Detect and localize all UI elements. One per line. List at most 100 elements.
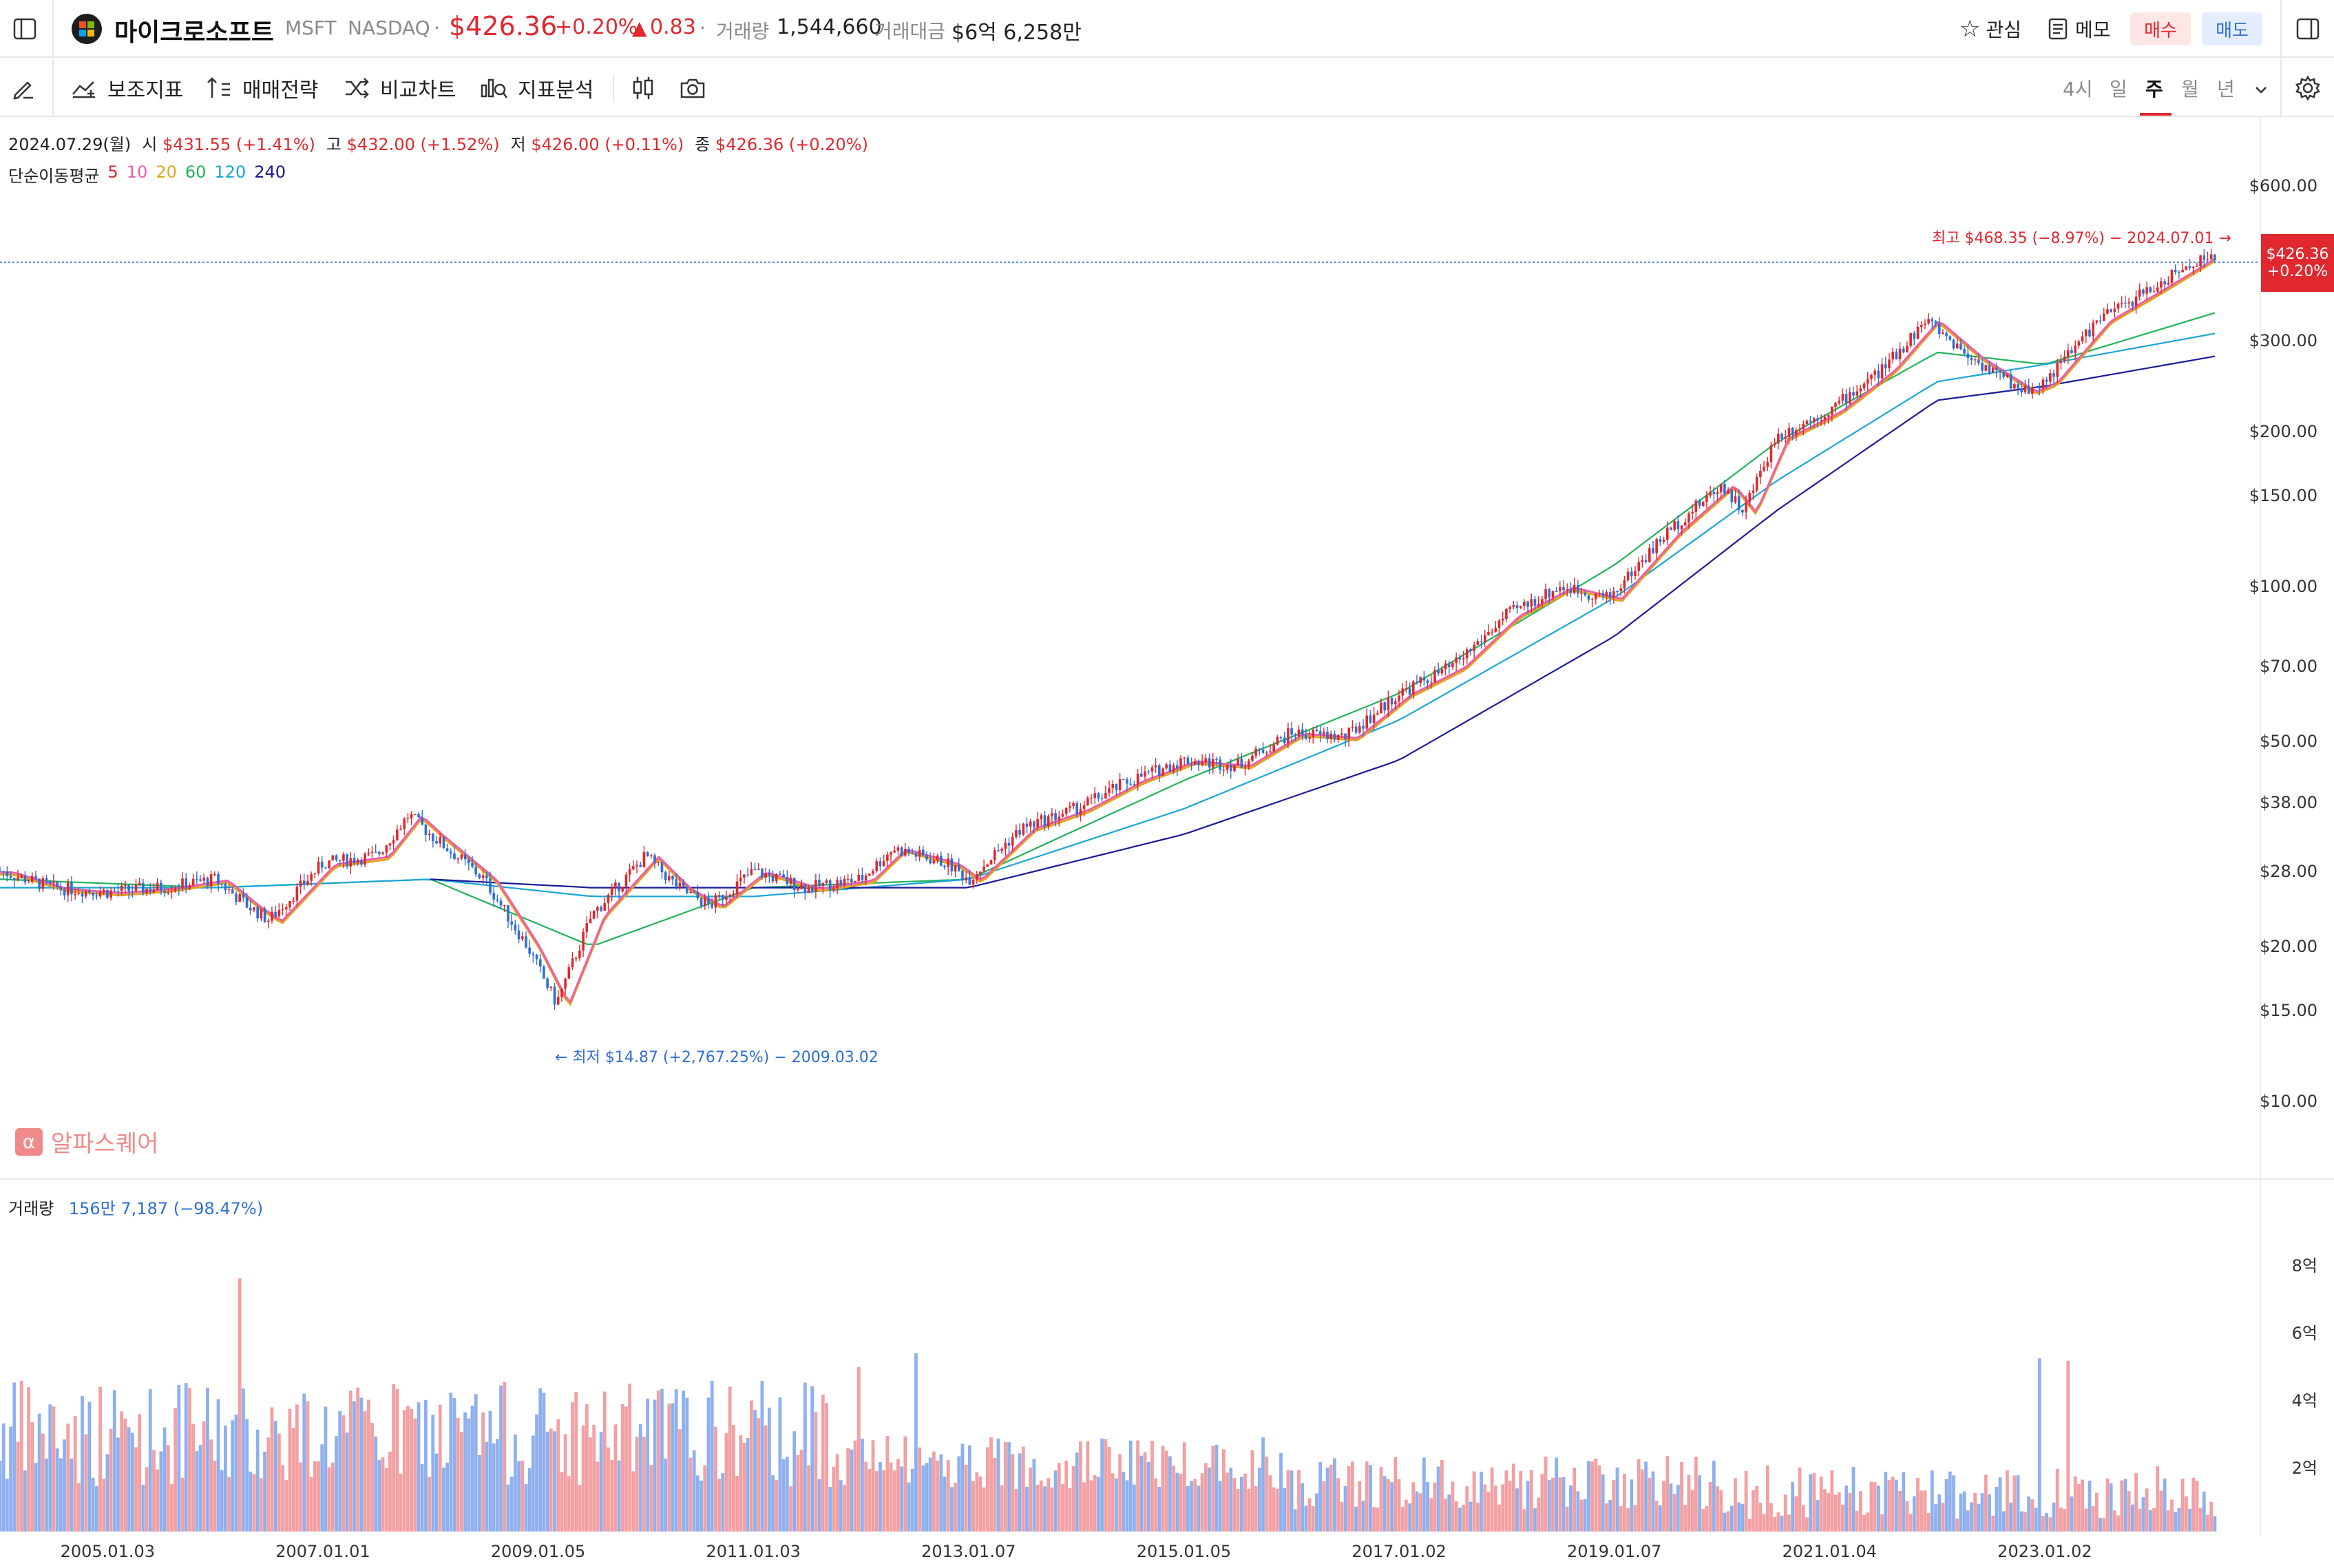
volume-bar: [459, 1432, 463, 1532]
volume-bar: [2112, 1510, 2116, 1532]
compare-button[interactable]: 비교차트: [343, 59, 456, 117]
candlestick-icon[interactable]: [627, 73, 660, 103]
watch-button[interactable]: ☆ 관심: [1959, 12, 2021, 45]
volume-bar: [1136, 1440, 1140, 1532]
volume-bar: [1515, 1488, 1519, 1532]
candle-body: [950, 858, 954, 872]
volume-bar: [2073, 1476, 2077, 1532]
ma-120: 120: [214, 162, 246, 182]
candle-body: [1329, 733, 1333, 739]
candle-body: [875, 861, 879, 871]
volume-bar: [1322, 1481, 1326, 1532]
volume-bar: [807, 1465, 810, 1532]
volume-bar: [1061, 1484, 1064, 1532]
candle-body: [1157, 765, 1161, 776]
candle-body: [750, 869, 753, 876]
volume-bar: [1937, 1494, 1942, 1532]
candle-body: [1165, 764, 1168, 769]
volume-bar: [1833, 1494, 1838, 1532]
candle-body: [596, 907, 599, 911]
candle-body: [589, 918, 592, 924]
period-month[interactable]: 월: [2181, 78, 2199, 100]
price-tick-label: $150.00: [2249, 486, 2317, 506]
candle-body: [2041, 379, 2045, 389]
analysis-button[interactable]: 지표분석: [479, 59, 593, 117]
period-day[interactable]: 일: [2110, 78, 2127, 100]
panel-toggle-icon[interactable]: [2293, 14, 2323, 44]
volume-bar: [1801, 1505, 1805, 1532]
volume-bar: [1164, 1450, 1168, 1532]
volume-bar: [1193, 1479, 1197, 1532]
volume-bar: [739, 1435, 743, 1532]
volume-bar: [1565, 1506, 1569, 1532]
settings-gear-icon[interactable]: [2293, 73, 2323, 103]
volume-bar: [1475, 1503, 1480, 1532]
candle-body: [1247, 761, 1250, 767]
volume-bar: [87, 1401, 92, 1532]
candle-body: [686, 886, 688, 893]
volume-bar: [1128, 1440, 1133, 1532]
period-week[interactable]: 주: [2145, 78, 2163, 100]
volume-bar: [1558, 1477, 1562, 1532]
strategy-button[interactable]: 매매전략: [205, 59, 318, 117]
volume-bar: [1436, 1466, 1440, 1532]
candle-body: [1906, 346, 1909, 352]
candle-body: [2002, 372, 2006, 377]
buy-button[interactable]: 매수: [2130, 12, 2191, 45]
volume-bar: [266, 1437, 271, 1532]
candle-body: [1272, 744, 1275, 752]
candle-body: [1287, 728, 1290, 743]
candle-body: [1584, 593, 1587, 596]
period-4h[interactable]: 4시: [2063, 78, 2093, 100]
camera-icon[interactable]: [676, 73, 709, 103]
draw-pen-icon[interactable]: [8, 73, 39, 103]
volume-bar: [574, 1392, 578, 1532]
volume-bar: [388, 1452, 392, 1532]
candle-body: [1426, 680, 1429, 684]
volume-bar: [1386, 1479, 1390, 1532]
chevron-down-icon[interactable]: [2249, 77, 2273, 102]
price-axis[interactable]: $600.00 $300.00 $200.00 $150.00 $100.00 $70.0…: [2249, 117, 2334, 1528]
indicators-button[interactable]: 보조지표: [70, 59, 183, 117]
candle-body: [313, 873, 317, 875]
volume-bar: [263, 1451, 266, 1532]
candle-body: [2163, 281, 2166, 285]
volume-bar: [98, 1386, 102, 1532]
candle-body: [2077, 341, 2081, 346]
volume-bar: [1075, 1452, 1079, 1532]
volume-bar: [1261, 1437, 1265, 1532]
volume-bar: [5, 1479, 9, 1532]
period-year[interactable]: 년: [2217, 78, 2235, 100]
volume-bar: [503, 1381, 507, 1532]
volume-bar: [1175, 1472, 1179, 1532]
candle-body: [1079, 809, 1082, 815]
volume-bar: [66, 1423, 70, 1532]
volume-bar: [70, 1458, 74, 1532]
candle-body: [621, 887, 624, 892]
candle-body: [735, 881, 739, 894]
price-tick-label: $200.00: [2249, 421, 2317, 441]
candle-body: [1215, 759, 1218, 761]
candle-body: [639, 865, 642, 867]
volume-bar: [1894, 1479, 1898, 1532]
candle-body: [728, 895, 731, 897]
candle-body: [98, 892, 102, 897]
price-chart[interactable]: [0, 117, 2260, 1540]
sell-button[interactable]: 매도: [2202, 12, 2262, 45]
memo-button[interactable]: 메모: [2048, 12, 2111, 45]
candle-body: [1408, 688, 1411, 695]
candle-body: [1719, 484, 1723, 493]
volume-bar: [2116, 1515, 2120, 1532]
volume-bar: [1447, 1494, 1451, 1532]
volume-bar: [1007, 1442, 1011, 1532]
candle-body: [1233, 765, 1236, 772]
sidebar-toggle-icon[interactable]: [10, 14, 40, 44]
candle-body: [939, 856, 943, 866]
candle-body: [1973, 359, 1977, 361]
candle-body: [1422, 677, 1426, 681]
volume-bar: [138, 1414, 142, 1532]
candle-body: [1480, 641, 1483, 642]
volume-bar: [130, 1432, 134, 1532]
volume-bar: [1526, 1481, 1530, 1532]
candle-body: [1476, 641, 1480, 645]
